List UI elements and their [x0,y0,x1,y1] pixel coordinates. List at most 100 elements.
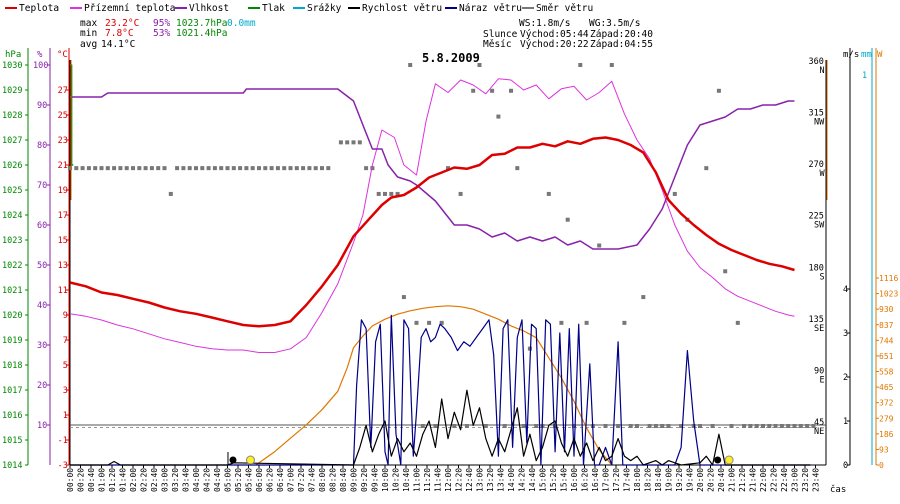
wind-direction-dot [792,424,797,428]
wind-direction-dot [496,114,501,119]
wind-direction-dot [716,88,721,93]
humidity-tick-label: 40 [37,301,47,311]
humidity-tick-label: 20 [37,381,47,391]
pressure-tick-label: 1026 [2,161,22,171]
wind-direction-dot [187,166,192,171]
wind-direction-dot [723,269,728,274]
x-tick-label: 01:40 [119,468,128,492]
wind-direction-dot [565,217,570,222]
pressure-tick-label: 1021 [2,286,22,296]
x-tick-label: 14:20 [518,468,527,492]
legend-label: Vlhkost [189,3,229,14]
legend-label: Tlak [262,3,285,14]
x-tick-label: 20:20 [707,468,716,492]
dir-tick-value: 270 [809,160,824,170]
wind-direction-dot [647,424,652,428]
wind-direction-dot [666,424,671,428]
wind-direction-dot [212,166,217,171]
wind-direction-dot [68,166,72,171]
x-tick-label: 14:00 [507,468,516,492]
wind-direction-dot [754,424,759,428]
wind-direction-dot [439,320,444,325]
solar-tick-label: 1023 [879,290,898,299]
wind-direction-dot [786,424,791,428]
solar-tick-label: 186 [879,430,894,439]
info-ws: WS:1.8m/s [519,18,570,29]
wind-direction-dot [105,166,110,171]
x-tick-label: 23:40 [812,468,821,492]
wind-direction-dot [162,166,167,171]
x-tick-label: 14:40 [528,468,537,492]
humidity-tick-label: 10 [37,421,47,431]
stat-max-hum: 95% [153,18,170,29]
temperature-tick-label: 23 [58,136,68,146]
x-tick-label: 12:00 [444,468,453,492]
x-tick-label: 03:20 [171,468,180,492]
x-tick-label: 19:40 [686,468,695,492]
x-tick-label: 08:00 [318,468,327,492]
pressure-tick-label: 1020 [2,311,22,321]
temperature-tick-label: 11 [58,286,68,296]
info-sun-set: Západ:20:40 [590,29,653,40]
wind-direction-dot [383,191,387,196]
wind-direction-dot [672,191,677,196]
wind-direction-dot [80,166,85,171]
solar-tick-label: 651 [879,352,894,361]
x-tick-label: 00:00 [66,468,75,492]
x-tick-label: 03:40 [182,468,191,492]
pressure-tick-label: 1027 [2,136,22,146]
wind-direction-dot [477,63,482,67]
x-tick-label: 19:00 [665,468,674,492]
wind-direction-dot [420,424,425,428]
wind-direction-dot [370,166,375,171]
x-tick-label: 01:20 [108,468,117,492]
x-tick-label: 10:00 [381,468,390,492]
chart-title: 5.8.2009 [422,51,480,65]
x-tick-label: 19:20 [675,468,684,492]
wind-direction-dot [338,140,343,145]
wind-direction-dot [559,320,564,325]
dir-tick-name: N [820,66,825,76]
x-tick-label: 02:00 [129,468,138,492]
x-tick-label: 02:40 [150,468,159,492]
wind-direction-dot [742,424,747,428]
wind-direction-dot [490,88,495,93]
solar-tick-label: 465 [879,383,894,392]
x-tick-label: 10:20 [392,468,401,492]
x-tick-label: 21:00 [728,468,737,492]
moonset-marker [229,456,237,464]
x-tick-label: 07:00 [287,468,296,492]
wind-direction-dot [137,166,142,171]
sun-moon-markers [70,60,828,465]
legend-label: Srážky [307,3,342,14]
stat-min-press: 1021.4hPa [176,28,227,39]
dir-tick-value: 225 [809,212,824,222]
wind-direction-dot [433,424,438,428]
pressure-tick-label: 1024 [2,211,22,221]
solar-tick-label: 93 [879,445,889,454]
wind-direction-dot [471,88,476,93]
unit-wm2: W [877,50,883,60]
stat-max-label: max [80,18,97,29]
solar-tick-label: 558 [879,368,894,377]
wind-direction-dot [313,166,318,171]
dir-tick-name: S [820,272,825,282]
unit-ms: m/s [843,50,859,60]
wind-direction-dot [553,424,558,428]
x-tick-label: 03:00 [161,468,170,492]
dir-tick-name: NW [814,118,825,128]
info-moon-label: Měsíc [483,39,512,50]
solar-tick-label: 930 [879,305,894,314]
unit-hpa: hPa [5,50,21,60]
stat-max-press: 1023.7hPa [176,18,227,29]
wind-direction-dot [660,424,665,428]
wind-direction-dot [534,424,539,428]
wind-direction-dot [603,424,608,428]
x-tick-label: 08:20 [329,468,338,492]
rain-tick-label: 1 [862,71,867,81]
temperature-tick-label: 17 [58,211,68,221]
wind-direction-dot [206,166,211,171]
wind-direction-dot [288,166,293,171]
x-tick-label: 16:40 [591,468,600,492]
x-tick-label: 02:20 [140,468,149,492]
